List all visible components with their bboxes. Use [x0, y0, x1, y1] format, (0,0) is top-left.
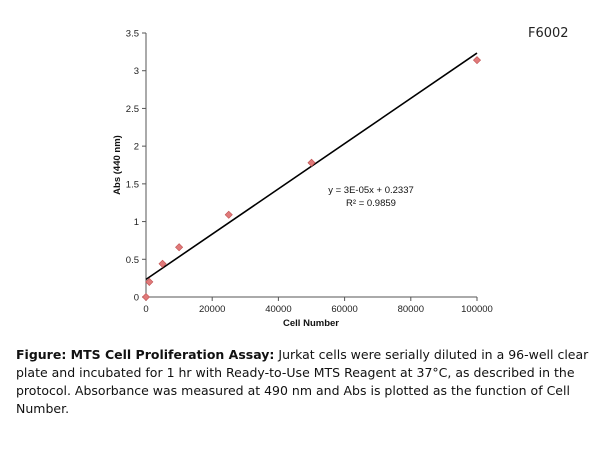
- axes: 0 0.5 1 1.5 2 2.5 3 3.5 0 20000 40000 60000 80000 100…: [126, 29, 493, 316]
- caption-text: Jurkat cells were serially diluted in a …: [16, 347, 589, 416]
- y-tick-label: 0.5: [126, 255, 139, 266]
- x-tick-label: 60000: [331, 304, 357, 315]
- data-point: [224, 210, 233, 219]
- data-point: [472, 56, 482, 65]
- data-point: [158, 259, 167, 268]
- y-tick-label: 0: [134, 293, 139, 304]
- caption-title: Figure: MTS Cell Proliferation Assay:: [16, 347, 275, 362]
- r-squared-label: R² = 0.9859: [346, 198, 396, 209]
- y-tick-label: 2.5: [126, 104, 139, 115]
- x-axis-title: Cell Number: [283, 318, 339, 329]
- data-point: [307, 158, 316, 167]
- y-tick-label: 3.5: [126, 29, 139, 40]
- figure-caption: Figure: MTS Cell Proliferation Assay: Ju…: [16, 346, 591, 418]
- y-axis-title: Abs (440 nm): [112, 135, 123, 195]
- x-tick-label: 100000: [461, 304, 493, 315]
- figure-code-label: F6002: [528, 26, 569, 41]
- data-point: [141, 292, 151, 302]
- x-tick-label: 40000: [265, 304, 291, 315]
- y-tick-label: 2: [134, 142, 139, 153]
- trendline-equation: y = 3E-05x + 0.2337: [328, 185, 414, 196]
- x-tick-label: 20000: [199, 304, 225, 315]
- data-points: [141, 56, 482, 302]
- x-tick-label: 80000: [398, 304, 424, 315]
- y-tick-label: 3: [134, 66, 139, 77]
- y-tick-label: 1: [134, 217, 139, 228]
- data-point: [175, 243, 184, 252]
- y-tick-label: 1.5: [126, 179, 139, 190]
- data-point: [145, 277, 154, 286]
- scatter-chart: 0 0.5 1 1.5 2 2.5 3 3.5 0 20000 40000 60000 80000 100…: [112, 29, 493, 330]
- x-tick-label: 0: [143, 304, 148, 315]
